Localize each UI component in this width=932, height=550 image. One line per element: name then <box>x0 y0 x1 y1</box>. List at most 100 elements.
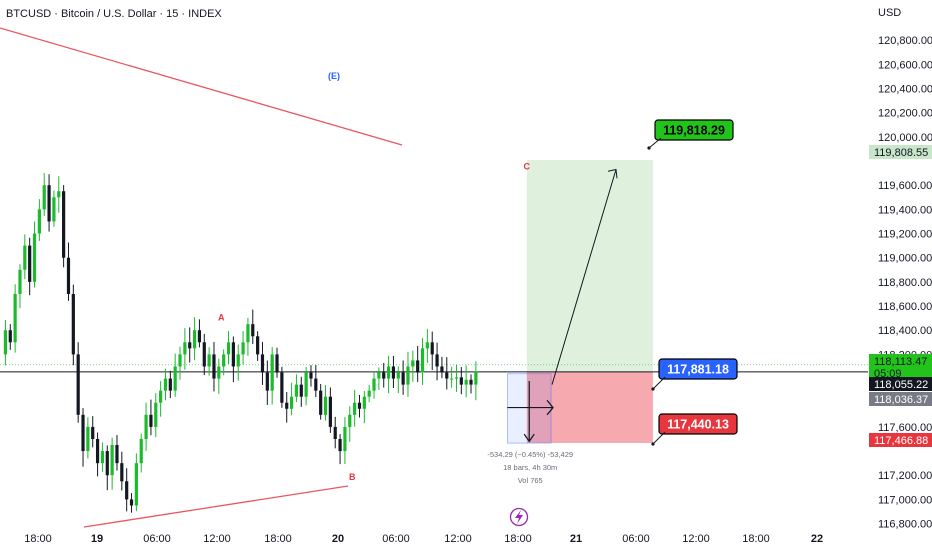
candle-body <box>139 438 143 464</box>
x-tick-label: 19 <box>91 533 103 545</box>
candle-body <box>357 402 362 409</box>
candle-body <box>382 372 386 379</box>
callout-pointer <box>652 376 666 390</box>
candle-body <box>260 354 265 373</box>
lightning-icon-bolt <box>515 510 523 524</box>
x-tick-label: 18:00 <box>264 533 292 545</box>
candle-body <box>372 378 376 391</box>
candle-body <box>197 330 202 343</box>
candle-body <box>309 372 313 379</box>
lightning-icon[interactable] <box>509 507 529 527</box>
candle-body <box>23 245 27 270</box>
price-callout-label: 119,818.29 <box>663 124 725 138</box>
price-callout <box>658 358 738 380</box>
candle-body <box>81 414 85 452</box>
candle-body <box>173 366 177 391</box>
x-tick-label: 12:00 <box>444 533 472 545</box>
candle-body <box>416 360 420 373</box>
time-axis[interactable]: 18:00 19 06:00 12:00 18:00 20 06:00 12:00 18:00 2… <box>24 507 823 546</box>
wave-label: A <box>218 313 225 323</box>
y-tick-label: 120,800.00 <box>878 35 932 47</box>
candle-body <box>32 233 37 282</box>
callout-dot <box>651 442 655 446</box>
candle-body <box>353 402 357 415</box>
candle-body <box>265 372 269 391</box>
x-tick-label: 06:00 <box>382 533 410 545</box>
trend-lines <box>0 27 868 528</box>
x-tick-label: 06:00 <box>143 533 171 545</box>
candle-body <box>28 245 32 282</box>
candles <box>3 173 478 513</box>
callout-dot <box>651 387 655 391</box>
price-tag <box>869 392 932 406</box>
candle-body <box>401 372 405 385</box>
candle-body <box>289 396 294 409</box>
candle-body <box>13 293 17 343</box>
price-callout-label: 117,881.18 <box>667 363 729 377</box>
price-tag <box>869 377 932 391</box>
y-tick-label: 120,000.00 <box>878 132 932 144</box>
candle-body <box>246 324 250 343</box>
candle-body <box>168 378 172 391</box>
candle-body <box>178 354 182 367</box>
candle-body <box>202 342 206 367</box>
measure-arrow-h-head <box>546 399 554 416</box>
candle-body <box>8 330 12 343</box>
measure-label: Vol 765 <box>518 476 543 485</box>
candle-body <box>396 372 400 379</box>
currency-label: USD <box>878 7 901 19</box>
candle-body <box>47 185 51 222</box>
candle-body <box>430 342 434 355</box>
overlays: -534.29 (−0.45%) -53,429 18 bars, 4h 30m V… <box>218 71 738 485</box>
candle-body <box>163 378 168 391</box>
candle-body <box>377 372 381 379</box>
candle-body <box>445 372 449 379</box>
candle-body <box>474 371 478 385</box>
candle-body <box>454 377 459 379</box>
candle-body <box>406 366 410 385</box>
candle-body <box>251 324 255 337</box>
candle-body <box>18 269 22 294</box>
candle-body <box>411 360 415 367</box>
x-tick-label: 20 <box>332 533 344 545</box>
measure-label: 18 bars, 4h 30m <box>503 463 557 472</box>
price-callout <box>654 119 734 141</box>
candle-body <box>333 426 337 439</box>
price-tag <box>869 433 932 447</box>
candle-body <box>226 342 231 355</box>
candle-body <box>464 379 468 385</box>
candle-body <box>275 354 279 373</box>
candle-body <box>440 366 444 373</box>
candle-body <box>129 499 134 506</box>
y-tick-label: 119,400.00 <box>878 204 932 216</box>
candle-body <box>386 366 391 379</box>
candle-body <box>231 342 235 367</box>
price-tag <box>869 145 932 159</box>
candle-body <box>62 191 66 258</box>
x-tick-label: 18:00 <box>24 533 52 545</box>
candle-body <box>86 426 90 452</box>
candle-body <box>280 372 284 403</box>
candle-body <box>105 451 109 476</box>
candle-body <box>343 426 347 452</box>
candle-body <box>207 354 211 367</box>
candle-body <box>319 390 323 415</box>
candle-body <box>144 414 148 439</box>
price-callout <box>658 413 738 435</box>
chart-title: BTCUSD · Bitcoin / U.S. Dollar · 15 · IN… <box>6 8 222 20</box>
callout-pointer <box>652 431 666 445</box>
candle-body <box>57 191 61 198</box>
wave-label: B <box>349 472 356 482</box>
candle-body <box>469 379 473 385</box>
callout-pointer <box>648 137 662 149</box>
candle-body <box>367 390 371 397</box>
y-tick-label: 120,200.00 <box>878 108 932 120</box>
y-tick-label: 119,600.00 <box>878 180 932 192</box>
price-axis[interactable]: USD 120,800.00 120,600.00 120,400.00 120,200… <box>869 7 932 531</box>
candle-body <box>71 293 75 355</box>
y-tick-label: 116,800.00 <box>878 519 932 531</box>
price-tag-label: 118,036.37 <box>874 394 928 406</box>
candle-body <box>391 366 396 379</box>
y-tick-label: 120,400.00 <box>878 84 932 96</box>
